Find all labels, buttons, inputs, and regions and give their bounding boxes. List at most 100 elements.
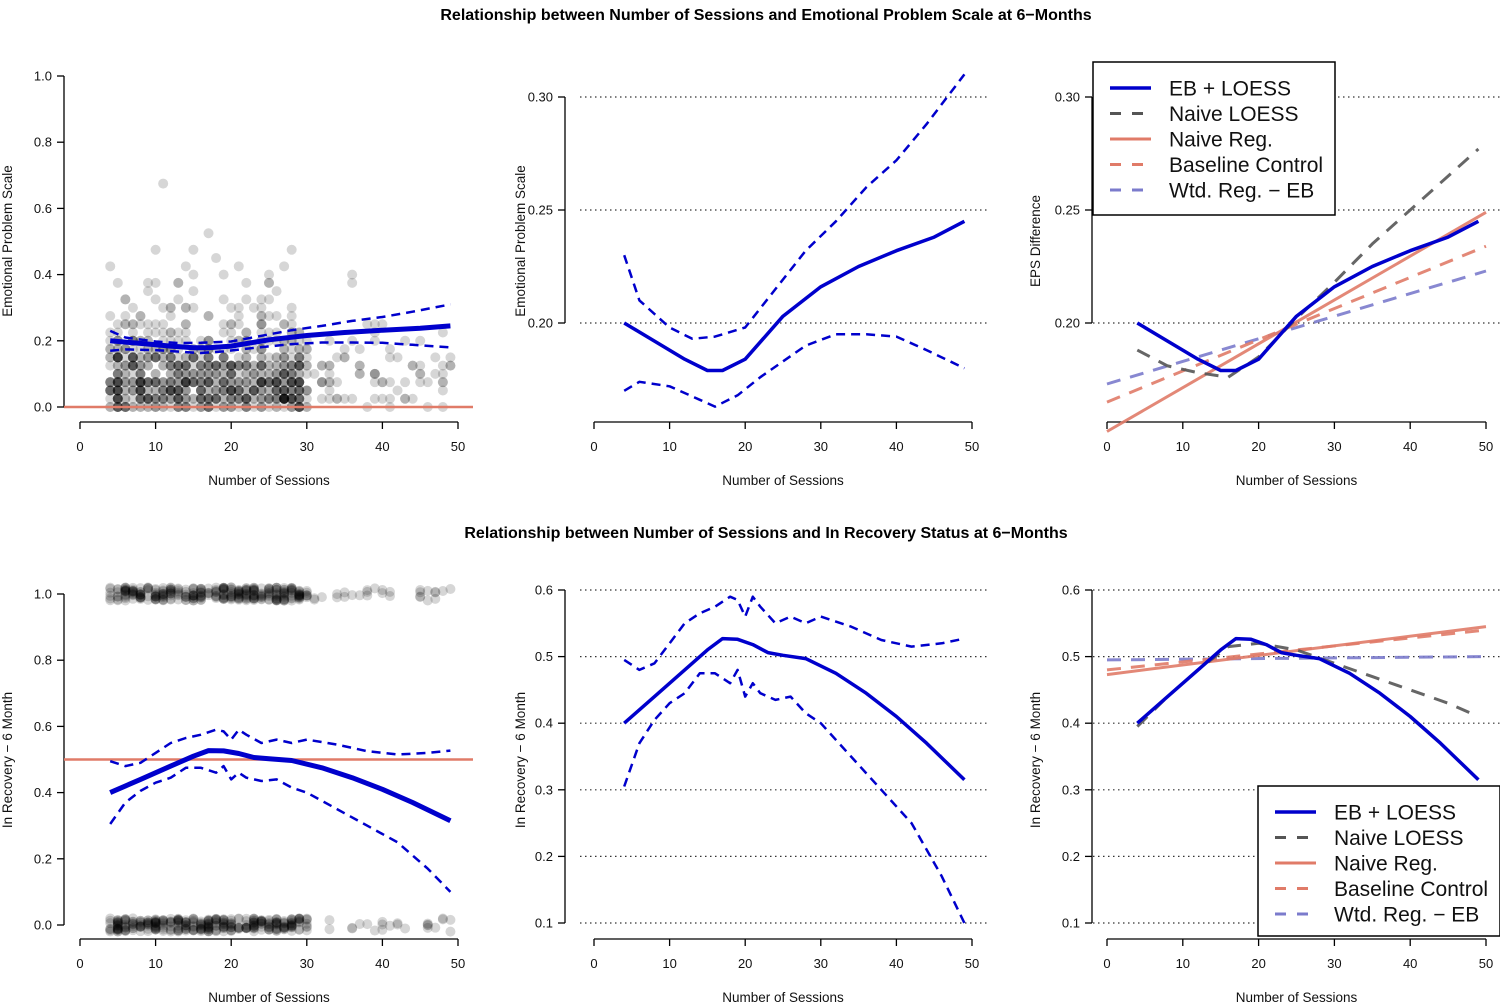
data-point: [301, 587, 312, 598]
data-point: [279, 918, 290, 929]
data-point: [301, 590, 312, 601]
series-lower-ci: [110, 341, 451, 355]
data-point: [112, 368, 123, 379]
x-tick-label: 50: [451, 439, 465, 454]
data-point: [211, 253, 222, 264]
data-point: [256, 916, 267, 927]
data-point: [135, 393, 146, 404]
data-point: [294, 360, 305, 371]
data-point: [188, 377, 199, 388]
data-point: [241, 393, 252, 404]
data-point: [135, 917, 146, 928]
data-point: [286, 914, 297, 925]
data-point: [218, 319, 229, 330]
data-point: [218, 919, 229, 930]
data-point: [218, 377, 229, 388]
data-point: [188, 393, 199, 404]
data-point: [218, 918, 229, 929]
x-tick-label: 30: [1327, 439, 1341, 454]
data-point: [158, 916, 169, 927]
data-point: [203, 587, 214, 598]
data-point: [233, 593, 244, 604]
data-point: [256, 589, 267, 600]
data-point: [127, 302, 138, 313]
data-point: [135, 377, 146, 388]
data-point: [165, 368, 176, 379]
data-point: [211, 925, 222, 936]
data-point: [120, 915, 131, 926]
data-point: [286, 583, 297, 594]
data-point: [158, 393, 169, 404]
data-point: [294, 913, 305, 924]
data-point: [256, 591, 267, 602]
data-point: [180, 377, 191, 388]
data-point: [226, 590, 237, 601]
data-point: [211, 360, 222, 371]
x-tick-label: 40: [1403, 439, 1417, 454]
data-point: [211, 393, 222, 404]
x-tick-label: 20: [224, 439, 238, 454]
data-point: [264, 385, 274, 396]
data-point: [112, 594, 123, 605]
data-point: [264, 587, 274, 598]
x-tick-label: 50: [965, 439, 979, 454]
data-point: [150, 594, 161, 605]
data-point: [271, 923, 282, 934]
data-point: [286, 921, 297, 932]
data-point: [301, 393, 312, 404]
data-point: [195, 377, 206, 388]
data-point: [271, 310, 282, 321]
data-point: [150, 352, 161, 363]
y-tick-label: 0.8: [34, 135, 52, 150]
data-point: [150, 377, 161, 388]
data-point: [248, 377, 259, 388]
data-point: [165, 310, 176, 321]
data-point: [256, 916, 267, 927]
legend-label: Naive LOESS: [1169, 103, 1299, 126]
data-point: [203, 925, 214, 936]
data-point: [188, 913, 199, 924]
data-point: [264, 584, 274, 595]
data-point: [241, 913, 252, 924]
data-point: [188, 925, 199, 936]
data-point: [120, 582, 131, 593]
series-wtd-reg-eb: [1106, 655, 1487, 662]
data-point: [135, 590, 146, 601]
data-point: [271, 377, 282, 388]
data-point: [218, 584, 229, 595]
data-point: [112, 377, 123, 388]
data-point: [195, 393, 206, 404]
data-point: [226, 385, 237, 396]
data-point: [271, 385, 282, 396]
data-point: [279, 393, 290, 404]
data-point: [437, 586, 448, 597]
data-point: [180, 385, 191, 396]
data-point: [279, 591, 290, 602]
data-point: [248, 593, 259, 604]
x-tick-label: 30: [300, 439, 314, 454]
data-point: [173, 915, 184, 926]
data-point: [127, 352, 138, 363]
data-point: [143, 591, 154, 602]
x-axis-label: Number of Sessions: [208, 473, 330, 488]
data-point: [437, 377, 448, 388]
series-eb-loess: [109, 323, 451, 351]
data-point: [112, 924, 123, 935]
data-point: [165, 385, 176, 396]
data-point: [195, 368, 206, 379]
data-point: [173, 385, 184, 396]
data-point: [256, 590, 267, 601]
x-tick-label: 20: [738, 956, 752, 971]
data-point: [188, 593, 199, 604]
data-point: [241, 393, 252, 404]
data-point: [279, 319, 290, 330]
data-point: [105, 344, 116, 355]
data-point: [188, 377, 199, 388]
data-point: [188, 593, 199, 604]
data-point: [226, 584, 237, 595]
data-point: [286, 344, 297, 355]
data-point: [437, 385, 448, 396]
data-point: [143, 583, 154, 594]
plot-area: [623, 73, 966, 408]
data-point: [211, 368, 222, 379]
